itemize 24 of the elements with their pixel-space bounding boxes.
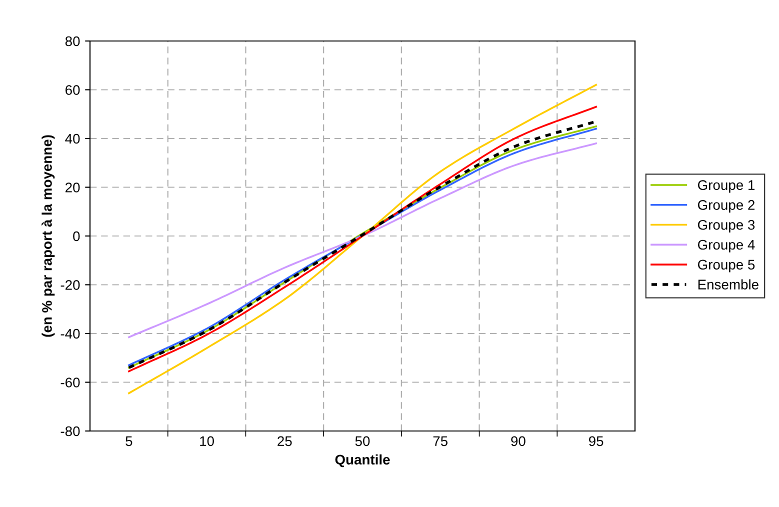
- legend-label: Groupe 1: [698, 180, 755, 193]
- x-tick-label: 75: [433, 436, 448, 446]
- y-tick-label: -40: [60, 328, 80, 339]
- x-tick-label: 50: [355, 436, 370, 446]
- y-tick-label: 40: [65, 134, 80, 144]
- x-tick-label: 90: [511, 436, 526, 446]
- y-tick-label: 20: [66, 182, 80, 192]
- y-tick-label: -60: [60, 378, 80, 388]
- y-tick-label: 0: [73, 231, 80, 242]
- y-tick-label: -80: [60, 426, 80, 436]
- x-axis-title: Quantile: [335, 454, 390, 468]
- y-tick-label: 60: [66, 85, 80, 95]
- legend-label: Ensemble: [698, 279, 758, 290]
- y-axis-title: (en % par raport à la moyenne): [42, 135, 55, 337]
- x-tick-label: 25: [278, 436, 292, 446]
- y-tick-label: 80: [65, 36, 80, 46]
- y-tick-label: -20: [60, 280, 80, 290]
- x-tick-label: 5: [126, 436, 132, 446]
- legend-label: Groupe 2: [698, 200, 754, 213]
- legend-label: Groupe 5: [698, 260, 755, 272]
- legend-label: Groupe 4: [698, 240, 755, 252]
- x-tick-label: 95: [589, 436, 604, 446]
- legend-label: Groupe 3: [698, 220, 755, 233]
- x-tick-label: 10: [200, 436, 214, 446]
